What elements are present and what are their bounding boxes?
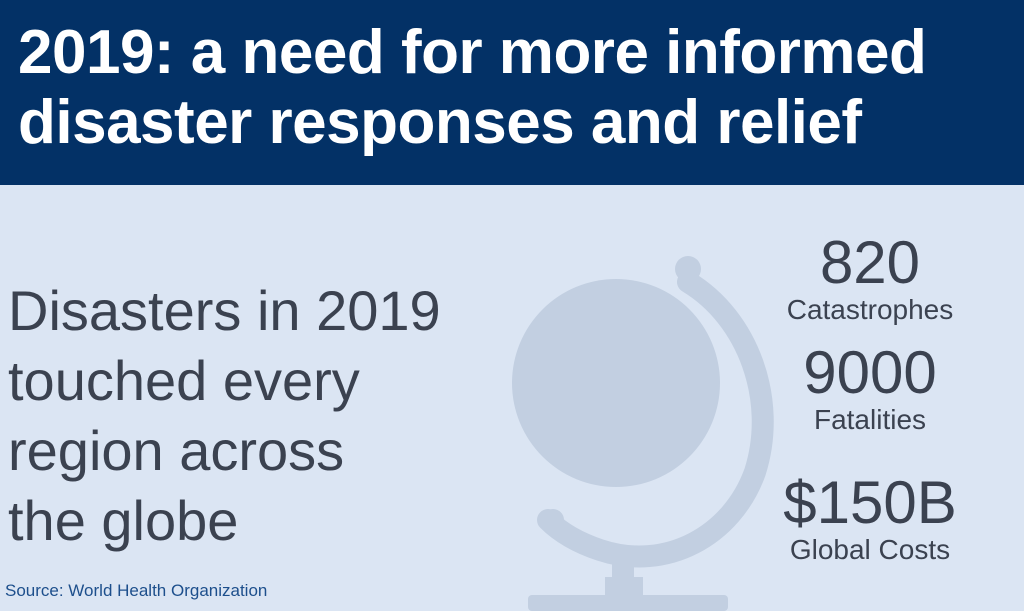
source-note: Source: World Health Organization (5, 581, 268, 600)
headline: Disasters in 2019 touched every region a… (8, 276, 508, 556)
content-panel (0, 185, 1024, 611)
globe-icon (512, 256, 774, 611)
headline-line-4: the globe (8, 489, 239, 552)
stat-value: 820 (819, 229, 921, 296)
stat-value: $150B (783, 469, 957, 536)
title-banner: 2019: a need for more informed disaster … (0, 0, 1024, 185)
stat-fatalities: 9000 Fatalities (760, 342, 980, 436)
stat-label: Global Costs (789, 534, 951, 565)
stat-catastrophes: 820 Catastrophes (760, 232, 980, 326)
page-title-line-1: 2019: a need for more informed (18, 18, 927, 87)
headline-line-2: touched every (8, 349, 360, 412)
stat-global-costs: $150B Global Costs (760, 472, 980, 566)
stat-label: Catastrophes (786, 294, 954, 325)
page-title: 2019: a need for more informed disaster … (18, 18, 1008, 158)
headline-line-3: region across (8, 419, 345, 482)
page-title-line-2: disaster responses and relief (18, 88, 862, 157)
headline-line-1: Disasters in 2019 (8, 279, 441, 342)
stat-label: Fatalities (813, 404, 927, 435)
stat-value: 9000 (803, 339, 937, 406)
